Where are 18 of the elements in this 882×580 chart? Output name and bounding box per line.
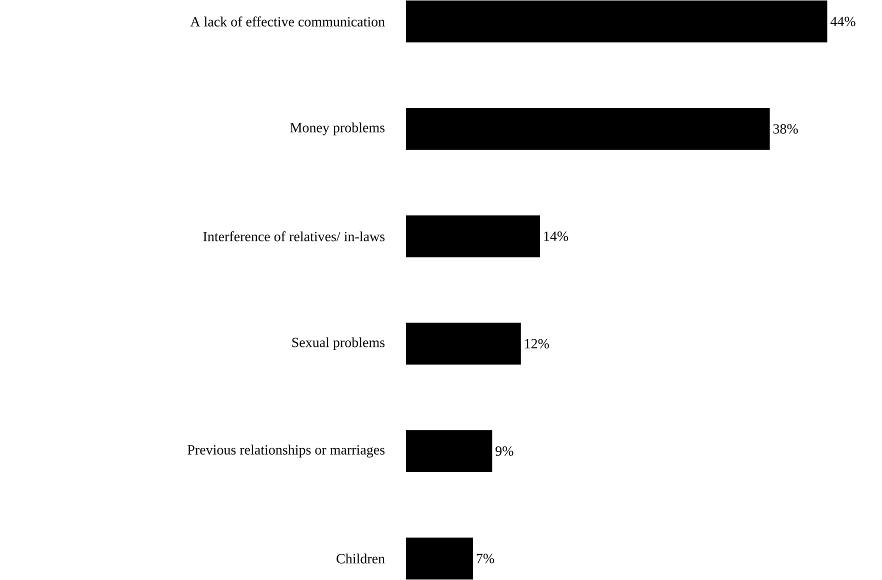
bar — [406, 0, 828, 42]
data-label: 38% — [773, 124, 798, 134]
data-label: 44% — [830, 16, 856, 26]
y-tick-label: Sexual problems — [292, 337, 385, 350]
bar — [406, 430, 492, 472]
data-label: 12% — [525, 338, 549, 348]
data-label: 7% — [476, 554, 494, 564]
y-tick-label: Previous relationships or marriages — [188, 444, 385, 458]
bar — [406, 215, 540, 258]
y-tick-label: A lack of effective communication — [190, 16, 385, 26]
bar — [406, 108, 770, 150]
y-tick-label: Interference of relatives/ in-laws — [203, 231, 385, 242]
y-tick-label: Money problems — [290, 122, 385, 136]
bar — [406, 322, 521, 365]
data-label: 9% — [496, 446, 514, 456]
bar — [406, 538, 474, 580]
data-label: 14% — [544, 232, 568, 242]
y-tick-label: Children — [336, 554, 385, 564]
